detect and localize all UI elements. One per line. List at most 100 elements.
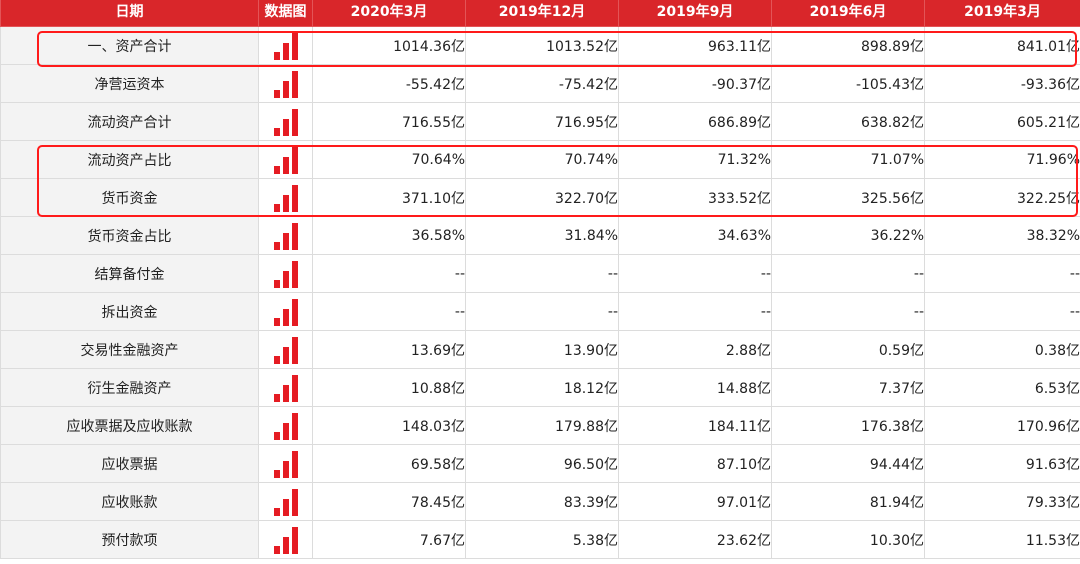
table-row[interactable]: 应收账款 78.45亿 83.39亿 97.01亿 81.94亿 79.33亿	[0, 482, 1080, 521]
value-cell: 94.44亿	[771, 444, 925, 483]
value-cell: 148.03亿	[312, 406, 466, 445]
value-cell: 325.56亿	[771, 178, 925, 217]
value-cell: 71.96%	[924, 140, 1080, 179]
bar-chart-icon-bar	[291, 489, 298, 516]
bar-chart-icon-bar	[282, 537, 289, 554]
table-row[interactable]: 结算备付金 -- -- -- -- --	[0, 254, 1080, 293]
bar-chart-icon[interactable]	[273, 107, 298, 136]
bar-chart-icon[interactable]	[273, 373, 298, 402]
value-cell: 322.25亿	[924, 178, 1080, 217]
bar-chart-icon[interactable]	[273, 221, 298, 250]
value-cell: 716.95亿	[465, 102, 619, 141]
bar-chart-icon[interactable]	[273, 145, 298, 174]
table-row[interactable]: 预付款项 7.67亿 5.38亿 23.62亿 10.30亿 11.53亿	[0, 520, 1080, 559]
row-label: 应收票据	[0, 444, 259, 483]
row-label: 货币资金占比	[0, 216, 259, 255]
bar-chart-icon-bar	[273, 318, 280, 326]
value-cell: 10.30亿	[771, 520, 925, 559]
mini-bar-chart-button[interactable]	[258, 254, 313, 293]
value-cell: 70.74%	[465, 140, 619, 179]
table-row[interactable]: 流动资产合计 716.55亿 716.95亿 686.89亿 638.82亿 605.21…	[0, 102, 1080, 141]
column-header-period[interactable]: 2019年12月	[465, 0, 619, 27]
column-header-period[interactable]: 2020年3月	[312, 0, 466, 27]
value-cell: 6.53亿	[924, 368, 1080, 407]
mini-bar-chart-button[interactable]	[258, 64, 313, 103]
mini-bar-chart-button[interactable]	[258, 368, 313, 407]
bar-chart-icon[interactable]	[273, 487, 298, 516]
mini-bar-chart-button[interactable]	[258, 140, 313, 179]
bar-chart-icon-bar	[273, 356, 280, 364]
bar-chart-icon[interactable]	[273, 411, 298, 440]
mini-bar-chart-button[interactable]	[258, 406, 313, 445]
value-cell: 31.84%	[465, 216, 619, 255]
mini-bar-chart-button[interactable]	[258, 178, 313, 217]
bar-chart-icon-bar	[282, 43, 289, 60]
bar-chart-icon[interactable]	[273, 449, 298, 478]
column-header-date[interactable]: 日期	[0, 0, 259, 27]
value-cell: 71.07%	[771, 140, 925, 179]
value-cell: 333.52亿	[618, 178, 772, 217]
value-cell: 23.62亿	[618, 520, 772, 559]
table-row[interactable]: 流动资产占比 70.64% 70.74% 71.32% 71.07% 71.96%	[0, 140, 1080, 179]
row-label: 拆出资金	[0, 292, 259, 331]
value-cell: 13.69亿	[312, 330, 466, 369]
bar-chart-icon[interactable]	[273, 297, 298, 326]
value-cell: 13.90亿	[465, 330, 619, 369]
table-row[interactable]: 交易性金融资产 13.69亿 13.90亿 2.88亿 0.59亿 0.38亿	[0, 330, 1080, 369]
table-row[interactable]: 一、资产合计 1014.36亿 1013.52亿 963.11亿 898.89亿 841.…	[0, 26, 1080, 65]
mini-bar-chart-button[interactable]	[258, 444, 313, 483]
bar-chart-icon[interactable]	[273, 31, 298, 60]
column-header-period[interactable]: 2019年6月	[771, 0, 925, 27]
value-cell: --	[312, 292, 466, 331]
value-cell: -55.42亿	[312, 64, 466, 103]
value-cell: 841.01亿	[924, 26, 1080, 65]
value-cell: 176.38亿	[771, 406, 925, 445]
table-row[interactable]: 净营运资本 -55.42亿 -75.42亿 -90.37亿 -105.43亿 -93.36…	[0, 64, 1080, 103]
bar-chart-icon[interactable]	[273, 525, 298, 554]
value-cell: 18.12亿	[465, 368, 619, 407]
table-row[interactable]: 衍生金融资产 10.88亿 18.12亿 14.88亿 7.37亿 6.53亿	[0, 368, 1080, 407]
value-cell: -93.36亿	[924, 64, 1080, 103]
mini-bar-chart-button[interactable]	[258, 26, 313, 65]
column-header-period[interactable]: 2019年3月	[924, 0, 1080, 27]
table-row[interactable]: 应收票据 69.58亿 96.50亿 87.10亿 94.44亿 91.63亿	[0, 444, 1080, 483]
value-cell: 1013.52亿	[465, 26, 619, 65]
mini-bar-chart-button[interactable]	[258, 216, 313, 255]
mini-bar-chart-button[interactable]	[258, 482, 313, 521]
mini-bar-chart-button[interactable]	[258, 292, 313, 331]
value-cell: 36.22%	[771, 216, 925, 255]
value-cell: 0.59亿	[771, 330, 925, 369]
column-header-chart[interactable]: 数据图	[258, 0, 313, 27]
table-row[interactable]: 货币资金占比 36.58% 31.84% 34.63% 36.22% 38.32%	[0, 216, 1080, 255]
value-cell: 34.63%	[618, 216, 772, 255]
table-row[interactable]: 应收票据及应收账款 148.03亿 179.88亿 184.11亿 176.38亿 170…	[0, 406, 1080, 445]
value-cell: 686.89亿	[618, 102, 772, 141]
row-label: 净营运资本	[0, 64, 259, 103]
bar-chart-icon[interactable]	[273, 259, 298, 288]
value-cell: -90.37亿	[618, 64, 772, 103]
mini-bar-chart-button[interactable]	[258, 102, 313, 141]
value-cell: 1014.36亿	[312, 26, 466, 65]
row-label: 衍生金融资产	[0, 368, 259, 407]
value-cell: 2.88亿	[618, 330, 772, 369]
header-row: 日期 数据图 2020年3月 2019年12月 2019年9月 2019年6月 …	[0, 0, 1080, 27]
table-row[interactable]: 拆出资金 -- -- -- -- --	[0, 292, 1080, 331]
bar-chart-icon-bar	[273, 470, 280, 478]
bar-chart-icon-bar	[273, 280, 280, 288]
bar-chart-icon[interactable]	[273, 183, 298, 212]
mini-bar-chart-button[interactable]	[258, 330, 313, 369]
bar-chart-icon[interactable]	[273, 335, 298, 364]
bar-chart-icon-bar	[291, 451, 298, 478]
bar-chart-icon-bar	[273, 546, 280, 554]
column-header-period[interactable]: 2019年9月	[618, 0, 772, 27]
value-cell: 87.10亿	[618, 444, 772, 483]
table-row[interactable]: 货币资金 371.10亿 322.70亿 333.52亿 325.56亿 322.25亿	[0, 178, 1080, 217]
bar-chart-icon[interactable]	[273, 69, 298, 98]
bar-chart-icon-bar	[282, 347, 289, 364]
mini-bar-chart-button[interactable]	[258, 520, 313, 559]
bar-chart-icon-bar	[282, 423, 289, 440]
row-label: 流动资产占比	[0, 140, 259, 179]
row-label: 应收账款	[0, 482, 259, 521]
value-cell: 96.50亿	[465, 444, 619, 483]
value-cell: 14.88亿	[618, 368, 772, 407]
